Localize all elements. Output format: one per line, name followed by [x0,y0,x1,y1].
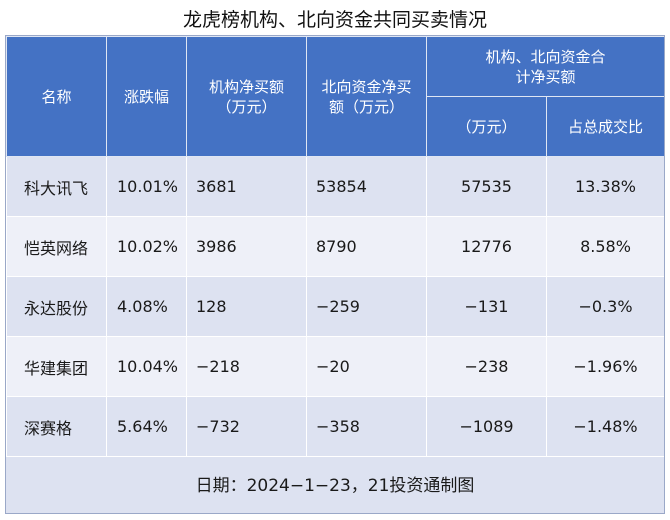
header-name: 名称 [6,36,107,157]
header-combined-group: 机构、北向资金合计净买额 [426,36,664,97]
cell-north-net: −358 [306,396,427,457]
cell-inst-net: 3986 [186,216,307,277]
header-inst-net: 机构净买额（万元） [186,36,307,157]
header-change: 涨跌幅 [106,36,187,157]
header-north-net: 北向资金净买额（万元） [306,36,427,157]
cell-ratio: 8.58% [546,216,664,277]
cell-combined: 57535 [426,156,547,217]
cell-change: 10.04% [106,336,187,397]
header-north-net-label: 北向资金净买额（万元） [321,77,412,116]
cell-change: 10.02% [106,216,187,277]
cell-name: 深赛格 [6,396,107,457]
cell-change: 10.01% [106,156,187,217]
cell-combined: 12776 [426,216,547,277]
table-row: 科大讯飞 10.01% 3681 53854 57535 13.38% [6,156,664,217]
cell-combined: −1089 [426,396,547,457]
cell-combined: −131 [426,276,547,337]
cell-change: 4.08% [106,276,187,337]
cell-ratio: −0.3% [546,276,664,337]
cell-inst-net: −732 [186,396,307,457]
table-row: 永达股份 4.08% 128 −259 −131 −0.3% [6,276,664,337]
cell-inst-net: 128 [186,276,307,337]
cell-ratio: 13.38% [546,156,664,217]
header-combined-ratio: 占总成交比 [546,96,664,157]
table-row: 华建集团 10.04% −218 −20 −238 −1.96% [6,336,664,397]
table-row: 深赛格 5.64% −732 −358 −1089 −1.48% [6,396,664,457]
cell-name: 科大讯飞 [6,156,107,217]
cell-change: 5.64% [106,396,187,457]
header-combined-amount: （万元） [426,96,547,157]
header-inst-net-label: 机构净买额（万元） [208,77,284,116]
cell-north-net: −20 [306,336,427,397]
table-row: 恺英网络 10.02% 3986 8790 12776 8.58% [6,216,664,277]
cell-inst-net: −218 [186,336,307,397]
data-table-frame: 名称 涨跌幅 机构净买额（万元） 北向资金净买额（万元） 机构、北向资金合计净买… [5,35,665,514]
cell-name: 华建集团 [6,336,107,397]
cell-ratio: −1.48% [546,396,664,457]
chart-title: 龙虎榜机构、北向资金共同买卖情况 [182,9,487,31]
cell-ratio: −1.96% [546,336,664,397]
cell-north-net: 8790 [306,216,427,277]
cell-combined: −238 [426,336,547,397]
table-footer-note: 日期：2024−1−23，21投资通制图 [6,456,664,513]
cell-inst-net: 3681 [186,156,307,217]
cell-north-net: 53854 [306,156,427,217]
cell-north-net: −259 [306,276,427,337]
header-combined-group-label: 机构、北向资金合计净买额 [485,47,606,86]
cell-name: 恺英网络 [6,216,107,277]
data-table: 名称 涨跌幅 机构净买额（万元） 北向资金净买额（万元） 机构、北向资金合计净买… [6,36,664,457]
cell-name: 永达股份 [6,276,107,337]
